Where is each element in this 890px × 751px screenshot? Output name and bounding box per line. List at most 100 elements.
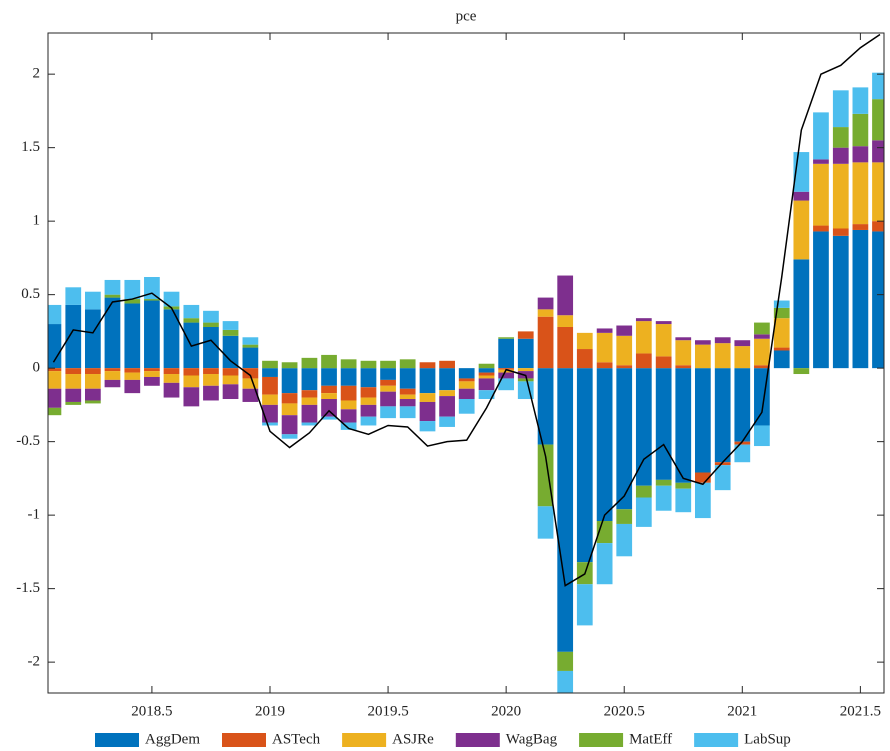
bar-segment — [655, 356, 672, 369]
y-tick-label: -1.5 — [16, 580, 40, 596]
bar-segment — [340, 409, 357, 423]
x-tick-label: 2018.5 — [131, 703, 172, 719]
bar-segment — [616, 325, 633, 336]
bar-segment — [832, 147, 849, 164]
bar-segment — [655, 321, 672, 325]
bar-segment — [360, 368, 377, 388]
line — [52, 33, 881, 587]
bar-segment — [301, 397, 318, 405]
bar-segment — [576, 584, 593, 626]
x-tick-label: 2020 — [491, 703, 521, 719]
bar-segment — [852, 113, 869, 147]
y-tick-label: 0 — [33, 360, 41, 376]
bar-segment — [242, 378, 259, 389]
legend-label: ASTech — [272, 731, 321, 747]
bar-segment — [872, 99, 884, 141]
bar-segment — [419, 393, 436, 402]
bar-segment — [773, 347, 790, 351]
bar-segment — [872, 162, 884, 222]
bar-segment — [360, 360, 377, 369]
bar-segment — [65, 304, 82, 369]
bar-segment — [301, 357, 318, 369]
bar-segment — [222, 329, 239, 336]
bar-segment — [832, 228, 849, 236]
bar-segment — [852, 162, 869, 225]
legend-swatch — [694, 733, 739, 747]
bar-segment — [380, 368, 396, 380]
bar-segment — [478, 378, 495, 391]
bar-segment — [399, 388, 416, 395]
bar-segment — [635, 497, 652, 527]
bar-segment — [872, 72, 884, 100]
bar-segment — [203, 368, 219, 375]
bar-segment — [124, 299, 141, 304]
bar-segment — [242, 347, 259, 369]
bar-segment — [104, 297, 121, 369]
bar-segment — [301, 390, 318, 398]
bar-segment — [852, 87, 869, 114]
bar-segment — [144, 376, 160, 386]
bar-segment — [144, 299, 160, 301]
bar-segment — [104, 294, 121, 298]
bar-segment — [48, 371, 62, 389]
y-tick-label: 1.5 — [21, 139, 40, 155]
bar-segment — [262, 376, 278, 395]
bar-segment — [734, 368, 751, 442]
y-tick-label: 0.5 — [21, 286, 40, 302]
bar-segment — [498, 338, 515, 369]
bar-segment — [104, 279, 121, 295]
bar-segment — [714, 465, 731, 491]
bar-segment — [65, 388, 82, 402]
bar-segment — [596, 362, 613, 369]
bar-segment — [478, 372, 495, 376]
bar-segment — [399, 394, 416, 400]
bar-segment — [380, 406, 396, 419]
bar-segment — [498, 372, 515, 379]
bar-segment — [48, 368, 62, 372]
legend-swatch — [455, 733, 500, 747]
bar-segment — [537, 316, 554, 369]
bar-segment — [222, 375, 239, 385]
bar-segment — [124, 279, 141, 300]
bar-segment — [380, 385, 396, 392]
bar-segment — [65, 287, 82, 305]
bar-segment — [124, 372, 141, 380]
bar-segment — [478, 390, 495, 400]
bar-segment — [714, 368, 731, 463]
bar-segment — [655, 368, 672, 480]
bar-segment — [124, 379, 141, 394]
bar-segment — [124, 303, 141, 369]
x-tick-label: 2021 — [727, 703, 757, 719]
bar-segment — [48, 324, 62, 369]
bar-segment — [419, 368, 436, 394]
bar-segment — [872, 221, 884, 232]
bar-segment — [754, 334, 770, 339]
bar-segment — [144, 371, 160, 377]
bar-segment — [301, 422, 318, 426]
bar-segment — [321, 385, 337, 394]
bar-segment — [754, 365, 770, 369]
bar-segment — [281, 434, 298, 439]
bar-segment — [694, 368, 711, 473]
bar-segment — [734, 340, 751, 347]
bar-segment — [557, 315, 574, 327]
bar-segment — [852, 146, 869, 163]
bar-segment — [557, 326, 574, 369]
bar-segment — [281, 403, 298, 416]
legend-swatch — [342, 733, 387, 747]
bar-segment — [596, 328, 613, 333]
x-tick-label: 2020.5 — [604, 703, 645, 719]
bar-segment — [537, 368, 554, 445]
bar-segment — [419, 421, 436, 432]
bar-segment — [675, 340, 692, 366]
bar-segment — [48, 407, 62, 416]
bar-segment — [144, 300, 160, 369]
bar-segment — [517, 368, 534, 372]
bar-segment — [557, 275, 574, 316]
bar-segment — [183, 375, 200, 388]
bar-segment — [183, 368, 200, 376]
legend-swatch — [222, 733, 266, 747]
bar-segment — [439, 396, 455, 417]
bar-segment — [478, 363, 495, 369]
bar-segment — [65, 401, 82, 405]
